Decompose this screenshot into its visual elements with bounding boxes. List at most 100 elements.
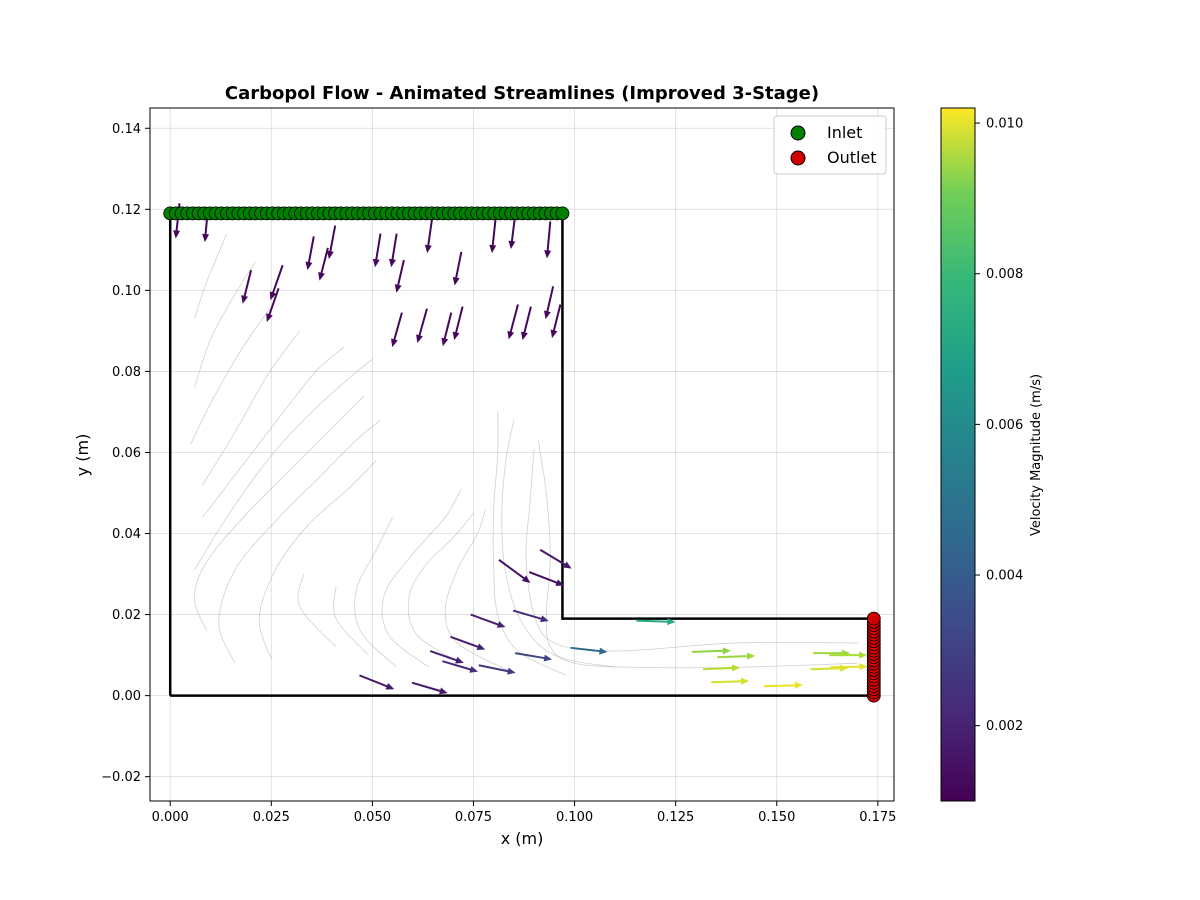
velocity-arrow [266,288,280,322]
x-axis-label: x (m) [501,829,544,848]
velocity-arrow [305,236,315,271]
velocity-arrow [763,681,803,689]
velocity-arrow [711,677,750,685]
streamlines [190,233,858,676]
velocity-arrow [514,652,553,662]
velocity-arrow [636,618,676,626]
x-tick-label: 0.150 [758,810,795,825]
velocity-arrow [450,635,486,651]
legend: Inlet Outlet [773,115,887,175]
x-tick-label: 0.025 [253,810,290,825]
colorbar-tick-label: 0.010 [986,117,1023,132]
colorbar: 0.002 0.004 0.006 0.008 0.010 Velocity Magni… [940,107,1044,802]
grid [150,108,894,801]
streamline [381,488,462,668]
legend-outlet-marker [790,150,806,166]
y-tick-label: 0.12 [112,203,141,218]
velocity-arrow [489,217,497,254]
velocity-arrow [478,664,516,675]
y-tick-label: −0.02 [101,770,141,785]
velocity-arrow [717,652,756,660]
axis-ticks: 0.000 0.025 0.050 0.075 0.100 0.125 0.150 0.175… [101,122,896,825]
streamline [202,346,345,518]
outlet-point [866,611,881,626]
streamline [258,460,377,660]
velocity-arrow [442,660,479,673]
y-tick-label: 0.02 [112,608,141,623]
colorbar-gradient [940,107,976,802]
colorbar-tick-label: 0.006 [986,418,1023,433]
y-axis-label: y (m) [73,434,92,477]
velocity-arrow [389,233,398,268]
velocity-arrow [416,308,428,344]
y-tick-label: 0.14 [112,122,141,137]
legend-inlet-label: Inlet [827,123,862,142]
velocity-arrow [411,681,448,695]
x-tick-label: 0.175 [859,810,896,825]
streamline [444,509,511,672]
streamline [190,306,272,445]
velocity-arrow [498,559,531,583]
velocity-arrow [318,247,329,281]
streamline [407,513,474,664]
velocity-arrow [452,306,464,341]
x-tick-label: 0.000 [152,810,189,825]
velocity-arrow [441,312,453,347]
velocity-arrow [539,548,572,569]
legend-inlet-marker [790,125,806,141]
velocity-arrow [241,269,253,304]
velocity-arrow [570,646,608,655]
streamline [297,573,337,648]
streamline [194,261,256,388]
velocity-arrow [394,259,405,293]
x-tick-label: 0.100 [556,810,593,825]
colorbar-tick-label: 0.004 [986,569,1023,584]
velocity-arrow [452,251,463,286]
streamline [194,395,365,631]
colorbar-label: Velocity Magnitude (m/s) [1029,374,1044,536]
x-tick-label: 0.050 [354,810,391,825]
velocity-arrow [391,312,403,348]
velocity-arrow [830,663,868,671]
velocity-vectors [173,203,868,695]
velocity-arrow [691,647,731,655]
y-tick-label: 0.04 [112,527,141,542]
streamline [525,448,858,652]
velocity-arrow [372,233,382,268]
velocity-arrow [829,651,868,659]
velocity-arrow [550,304,562,339]
velocity-arrow [507,304,519,340]
streamline [194,358,373,571]
colorbar-tick-label: 0.002 [986,719,1023,734]
colorbar-tick-label: 0.008 [986,267,1023,282]
streamline [194,233,228,319]
x-tick-label: 0.125 [657,810,694,825]
chart-title: Carbopol Flow - Animated Streamlines (Im… [225,83,819,104]
velocity-arrow [544,221,552,259]
inlet-point [555,206,570,221]
plot-area [163,203,881,703]
velocity-arrow [508,215,517,249]
velocity-arrow [528,571,565,586]
streamline [501,419,616,668]
axes-frame [149,107,895,802]
velocity-arrow [326,225,337,260]
y-tick-label: 0.00 [112,689,141,704]
velocity-arrow [703,664,741,672]
velocity-arrow [512,609,549,623]
streamline [202,330,300,486]
streamline [333,586,369,656]
streamline [218,419,381,664]
velocity-arrow [269,264,284,301]
legend-outlet-label: Outlet [827,148,877,167]
colorbar-ticks: 0.002 0.004 0.006 0.008 0.010 [975,117,1023,734]
y-tick-label: 0.06 [112,446,141,461]
x-tick-label: 0.075 [455,810,492,825]
velocity-arrow [359,674,395,690]
boundary-markers [163,206,881,703]
streamline [492,411,567,676]
velocity-arrow [424,217,434,254]
y-tick-label: 0.10 [112,284,141,299]
velocity-arrow [521,306,532,341]
